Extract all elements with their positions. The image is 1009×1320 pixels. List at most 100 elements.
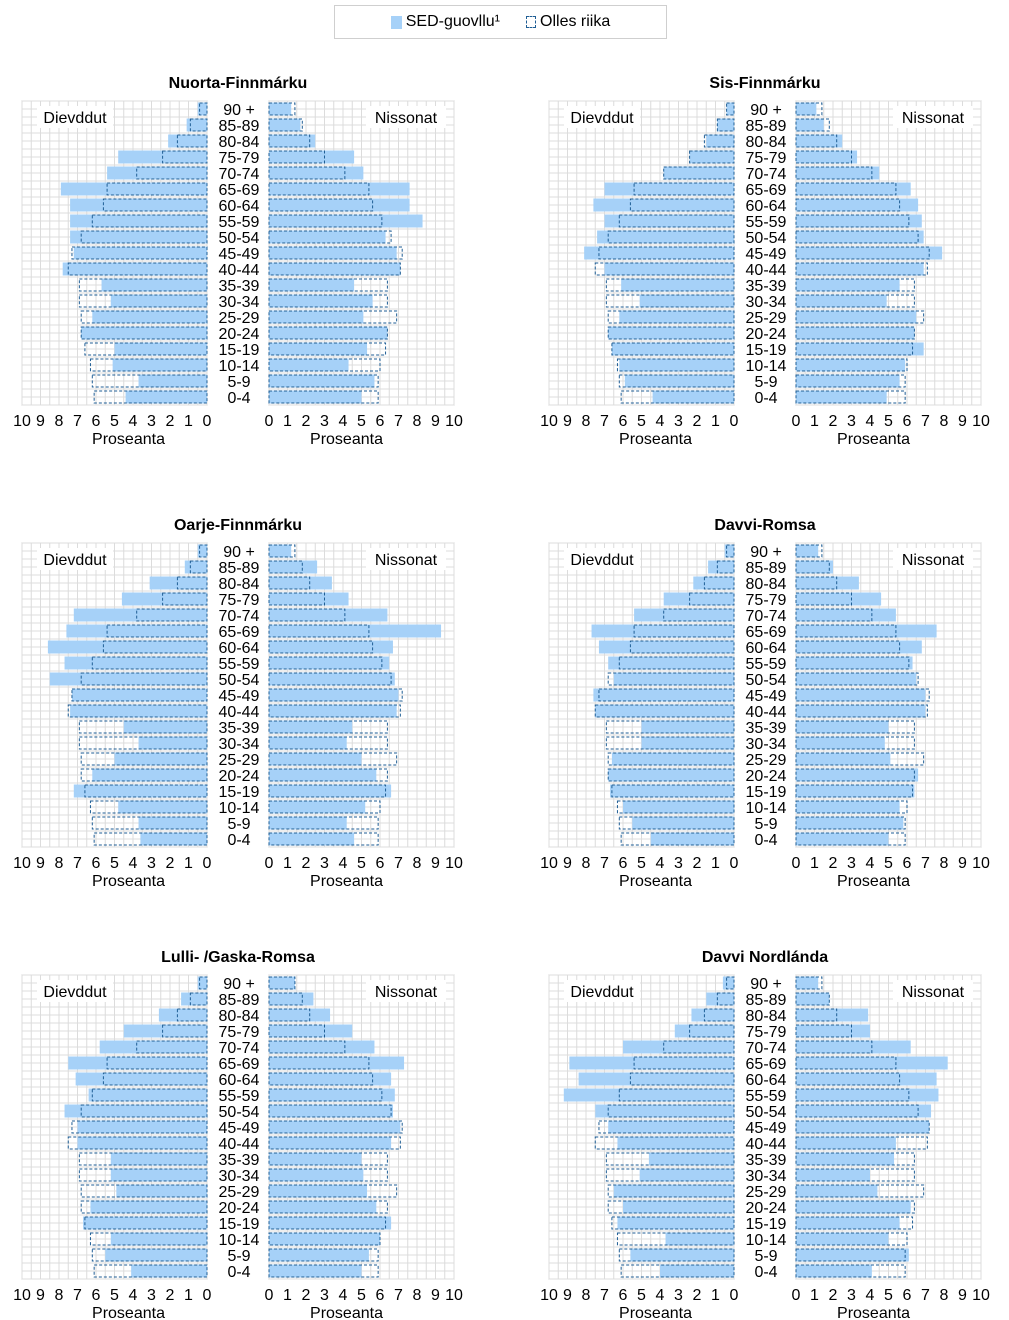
- bar-region-female: [269, 246, 397, 260]
- bar-region-female: [269, 752, 362, 766]
- x-tick-right: 9: [958, 1287, 967, 1304]
- chart-title: Lulli- /Gaska-Romsa: [161, 949, 315, 966]
- bar-country-male: [80, 230, 208, 244]
- x-tick-left: 4: [129, 1287, 138, 1304]
- x-axis-title-right: Proseanta: [310, 431, 383, 448]
- x-tick-right: 8: [413, 413, 422, 430]
- female-label-box: Nissonat: [366, 548, 446, 570]
- bar-country-female: [795, 544, 823, 558]
- age-group-label: 10-14: [219, 800, 260, 817]
- x-tick-right: 2: [302, 1287, 311, 1304]
- x-tick-left: 7: [600, 1287, 609, 1304]
- bar-country-female: [795, 656, 910, 670]
- bar-country-male: [80, 768, 208, 782]
- bar-country-male: [629, 640, 735, 654]
- bar-country-male: [703, 576, 735, 590]
- bar-region-female: [796, 992, 830, 1006]
- x-tick-left: 2: [166, 855, 175, 872]
- male-label: Dievddut: [570, 552, 634, 569]
- bar-region-female: [796, 1200, 911, 1214]
- bar-country-male: [689, 1024, 735, 1038]
- x-tick-right: 10: [972, 413, 990, 430]
- bar-region-female: [269, 544, 292, 558]
- bar-region-female: [796, 390, 887, 404]
- age-group-label: 55-59: [746, 1088, 787, 1105]
- bar-region-female: [796, 544, 819, 558]
- bar-region-male: [101, 278, 207, 292]
- bar-country-male: [726, 102, 735, 116]
- x-tick-left: 0: [730, 1287, 739, 1304]
- age-group-label: 90 +: [750, 544, 782, 561]
- pyramid-chart: Nuorta-Finnmárku 0-45-910-1415-1920-2425-…: [13, 75, 463, 448]
- age-group-label: 60-64: [746, 1072, 787, 1089]
- bar-country-female: [268, 390, 379, 404]
- age-group-label: 75-79: [746, 592, 787, 609]
- age-group-label: 0-4: [227, 390, 250, 407]
- bar-country-male: [663, 1040, 735, 1054]
- bar-region-female: [269, 1216, 392, 1230]
- bar-region-female: [796, 624, 937, 638]
- bar-country-female: [795, 1072, 901, 1086]
- bar-country-male: [189, 560, 208, 574]
- male-label-bg: [37, 980, 113, 1002]
- female-label-bg: [893, 106, 973, 128]
- bar-country-female: [795, 1248, 906, 1262]
- age-group-label: 0-4: [227, 1264, 250, 1281]
- age-group-label: 70-74: [746, 608, 787, 625]
- bar-region-female: [269, 1248, 369, 1262]
- bar-region-female: [796, 816, 904, 830]
- male-label-box: Dievddut: [564, 548, 640, 570]
- bar-region-female: [269, 262, 401, 276]
- bar-country-male: [162, 150, 208, 164]
- bar-region-female: [269, 832, 355, 846]
- x-tick-left: 4: [129, 855, 138, 872]
- legend-label-country: Olles riika: [540, 13, 611, 30]
- x-axis-title-right: Proseanta: [837, 431, 910, 448]
- x-tick-left: 9: [36, 413, 45, 430]
- legend-item-region: SED-guovllu¹: [390, 13, 500, 31]
- bar-region-female: [796, 1248, 909, 1262]
- x-axis-title-right: Proseanta: [310, 1305, 383, 1320]
- bar-country-female: [268, 150, 325, 164]
- bar-country-female: [795, 134, 838, 148]
- bar-region-female: [269, 592, 349, 606]
- x-tick-right: 1: [283, 855, 292, 872]
- bar-region-female: [796, 1120, 930, 1134]
- age-group-label: 50-54: [219, 672, 260, 689]
- bar-region-male: [70, 230, 207, 244]
- bar-region-female: [269, 278, 355, 292]
- x-tick-right: 6: [903, 413, 912, 430]
- age-group-label: 35-39: [219, 720, 260, 737]
- age-group-label: 0-4: [754, 1264, 777, 1281]
- x-axis-title-left: Proseanta: [92, 873, 165, 890]
- bar-region-female: [269, 342, 368, 356]
- chart-legend: SED-guovllu¹ Olles riika: [334, 5, 667, 39]
- x-tick-left: 3: [147, 1287, 156, 1304]
- bar-region-male: [663, 166, 734, 180]
- bar-region-male: [726, 102, 734, 116]
- bar-region-female: [796, 1104, 932, 1118]
- x-tick-left: 4: [656, 855, 665, 872]
- bar-country-female: [268, 198, 374, 212]
- x-tick-right: 10: [445, 855, 463, 872]
- age-group-label: 60-64: [219, 1072, 260, 1089]
- bar-country-male: [84, 342, 208, 356]
- bar-country-male: [607, 1200, 735, 1214]
- bar-region-male: [62, 262, 208, 276]
- x-tick-left: 8: [582, 1287, 591, 1304]
- age-group-label: 85-89: [746, 992, 787, 1009]
- age-group-label: 0-4: [754, 832, 777, 849]
- x-tick-right: 6: [903, 1287, 912, 1304]
- bar-country-male: [611, 342, 735, 356]
- bar-region-female: [269, 608, 388, 622]
- female-label: Nissonat: [375, 110, 438, 127]
- bar-country-female: [268, 118, 303, 132]
- bar-region-male: [650, 832, 734, 846]
- bar-country-female: [795, 640, 901, 654]
- bar-region-female: [269, 816, 347, 830]
- x-tick-left: 3: [147, 855, 156, 872]
- female-label-bg: [893, 548, 973, 570]
- age-group-label: 30-34: [746, 294, 787, 311]
- x-tick-right: 6: [376, 1287, 385, 1304]
- bar-region-male: [621, 278, 734, 292]
